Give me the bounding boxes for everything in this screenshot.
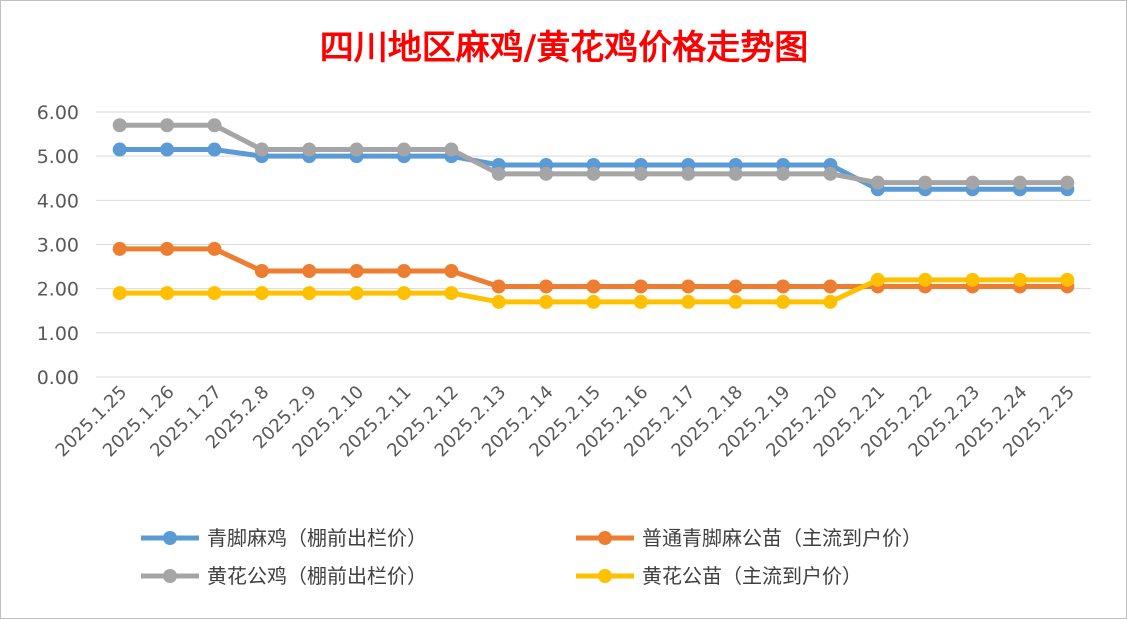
data-point	[965, 272, 980, 287]
data-point	[870, 175, 885, 190]
data-point	[823, 294, 838, 309]
data-point	[160, 142, 175, 157]
data-point	[207, 286, 222, 301]
data-point	[633, 279, 648, 294]
data-point	[112, 241, 127, 256]
data-point	[1012, 175, 1027, 190]
data-point	[918, 272, 933, 287]
y-tick-label: 1.00	[37, 323, 79, 345]
data-point	[823, 166, 838, 181]
data-point	[918, 175, 933, 190]
legend-label: 黄花公苗（主流到户价）	[642, 564, 862, 588]
data-point	[1012, 272, 1027, 287]
data-point	[444, 142, 459, 157]
data-point	[302, 142, 317, 157]
legend: 青脚麻鸡（棚前出栏价） 普通青脚麻公苗（主流到户价） 黄花公鸡（棚前出栏价） 黄花公苗…	[141, 526, 922, 588]
data-point	[539, 294, 554, 309]
data-point	[776, 166, 791, 181]
data-point	[1060, 175, 1075, 190]
data-point	[302, 264, 317, 278]
legend-swatch-marker	[163, 531, 177, 545]
legend-swatch-marker	[163, 569, 177, 583]
legend-label: 青脚麻鸡（棚前出栏价）	[207, 526, 427, 550]
data-point	[633, 294, 648, 309]
legend-item: 普通青脚麻公苗（主流到户价）	[576, 526, 922, 550]
data-point	[776, 294, 791, 309]
data-point	[396, 142, 411, 157]
data-point	[681, 279, 696, 294]
y-axis-ticks: 0.00 1.00 2.00 3.00 4.00 5.00 6.00	[37, 102, 79, 389]
data-point	[491, 279, 506, 294]
data-point	[112, 286, 127, 301]
data-point	[254, 264, 269, 278]
data-point	[396, 286, 411, 301]
data-point	[776, 279, 791, 294]
data-point	[207, 142, 222, 157]
y-tick-label: 0.00	[37, 367, 79, 389]
data-point	[444, 264, 459, 278]
legend-label: 黄花公鸡（棚前出栏价）	[207, 564, 427, 588]
data-point	[160, 241, 175, 256]
series-2	[112, 241, 1075, 294]
legend-item: 黄花公鸡（棚前出栏价）	[141, 564, 427, 588]
data-point	[207, 118, 222, 133]
data-point	[349, 286, 364, 301]
data-point	[444, 286, 459, 301]
y-tick-label: 3.00	[37, 235, 79, 257]
data-point	[254, 142, 269, 157]
data-point	[586, 166, 601, 181]
data-point	[586, 294, 601, 309]
data-point	[349, 264, 364, 278]
data-point	[728, 166, 743, 181]
data-point	[823, 279, 838, 294]
data-point	[539, 166, 554, 181]
data-point	[633, 166, 648, 181]
legend-item: 青脚麻鸡（棚前出栏价）	[141, 526, 427, 550]
data-point	[491, 166, 506, 181]
data-point	[207, 241, 222, 256]
data-point	[728, 279, 743, 294]
y-tick-label: 4.00	[37, 190, 79, 212]
data-point	[254, 286, 269, 301]
series-3	[112, 118, 1075, 190]
series-4	[112, 272, 1075, 309]
series-lines	[112, 118, 1075, 309]
legend-item: 黄花公苗（主流到户价）	[576, 564, 862, 588]
legend-swatch-marker	[598, 569, 612, 583]
x-axis-ticks: 2025.1.252025.1.262025.1.272025.2.82025.…	[52, 382, 1079, 462]
data-point	[112, 142, 127, 157]
data-point	[681, 294, 696, 309]
data-point	[160, 118, 175, 133]
data-point	[681, 166, 696, 181]
data-point	[965, 175, 980, 190]
y-tick-label: 5.00	[37, 146, 79, 168]
data-point	[870, 272, 885, 287]
y-tick-label: 2.00	[37, 279, 79, 301]
data-point	[1060, 272, 1075, 287]
data-point	[396, 264, 411, 278]
data-point	[112, 118, 127, 133]
data-point	[491, 294, 506, 309]
data-point	[160, 286, 175, 301]
data-point	[349, 142, 364, 157]
chart-title: 四川地区麻鸡/黄花鸡价格走势图	[320, 28, 808, 68]
y-tick-label: 6.00	[37, 102, 79, 124]
data-point	[728, 294, 743, 309]
data-point	[302, 286, 317, 301]
data-point	[539, 279, 554, 294]
legend-swatch-marker	[598, 531, 612, 545]
data-point	[586, 279, 601, 294]
legend-label: 普通青脚麻公苗（主流到户价）	[642, 526, 922, 550]
